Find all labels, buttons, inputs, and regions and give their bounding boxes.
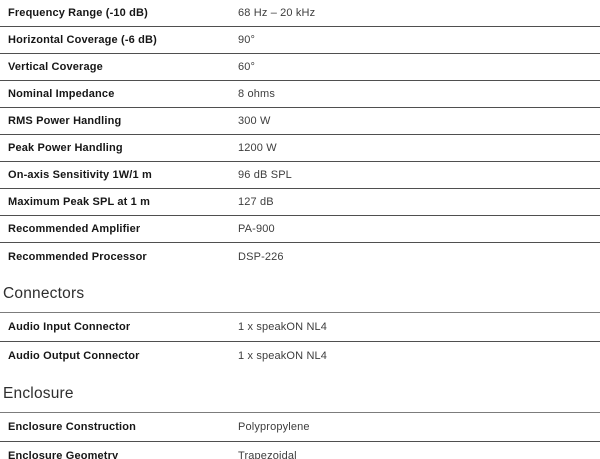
enclosure-table: Enclosure Construction Polypropylene Enc… — [0, 413, 600, 459]
spec-label: RMS Power Handling — [8, 115, 122, 127]
spec-label: Vertical Coverage — [8, 61, 103, 73]
main-spec-table: Frequency Range (-10 dB) 68 Hz – 20 kHz … — [0, 0, 600, 270]
table-row: Recommended Processor DSP-226 — [0, 243, 600, 270]
spec-label: Frequency Range (-10 dB) — [8, 7, 148, 19]
table-row: Vertical Coverage 60° — [0, 54, 600, 81]
spec-value: 300 W — [238, 115, 271, 127]
spec-value: 90° — [238, 34, 256, 46]
spec-label: Maximum Peak SPL at 1 m — [8, 196, 151, 208]
spec-value: PA-900 — [238, 223, 275, 235]
table-row: Recommended Amplifier PA-900 — [0, 216, 600, 243]
section-heading-connectors: Connectors — [0, 284, 600, 313]
spec-label: On-axis Sensitivity 1W/1 m — [8, 169, 152, 181]
table-row: Enclosure Geometry Trapezoidal — [0, 442, 600, 459]
spec-value: 127 dB — [238, 196, 274, 208]
spec-label: Enclosure Geometry — [8, 449, 119, 459]
table-row: Peak Power Handling 1200 W — [0, 135, 600, 162]
table-row: Frequency Range (-10 dB) 68 Hz – 20 kHz — [0, 0, 600, 27]
spec-value: 60° — [238, 61, 256, 73]
spec-label: Horizontal Coverage (-6 dB) — [8, 34, 157, 46]
spec-label: Audio Output Connector — [8, 349, 140, 362]
table-row: Nominal Impedance 8 ohms — [0, 81, 600, 108]
table-row: Horizontal Coverage (-6 dB) 90° — [0, 27, 600, 54]
section-heading-enclosure: Enclosure — [0, 384, 600, 413]
spec-label: Peak Power Handling — [8, 142, 123, 154]
spec-label: Recommended Amplifier — [8, 223, 141, 235]
spec-value: 1 x speakON NL4 — [238, 349, 328, 362]
spec-value: Polypropylene — [238, 420, 310, 433]
table-row: Maximum Peak SPL at 1 m 127 dB — [0, 189, 600, 216]
table-row: Audio Input Connector 1 x speakON NL4 — [0, 313, 600, 342]
table-row: RMS Power Handling 300 W — [0, 108, 600, 135]
section-connectors: Connectors Audio Input Connector 1 x spe… — [0, 284, 600, 370]
spec-value: Trapezoidal — [238, 449, 297, 459]
spec-value: 8 ohms — [238, 88, 275, 100]
spec-value: 1200 W — [238, 142, 277, 154]
spec-label: Nominal Impedance — [8, 88, 115, 100]
spec-label: Enclosure Construction — [8, 420, 136, 433]
table-row: Enclosure Construction Polypropylene — [0, 413, 600, 442]
section-enclosure: Enclosure Enclosure Construction Polypro… — [0, 384, 600, 459]
spec-label: Recommended Processor — [8, 250, 147, 263]
connectors-table: Audio Input Connector 1 x speakON NL4 Au… — [0, 313, 600, 370]
spec-label: Audio Input Connector — [8, 320, 131, 333]
table-row: Audio Output Connector 1 x speakON NL4 — [0, 342, 600, 371]
table-row: On-axis Sensitivity 1W/1 m 96 dB SPL — [0, 162, 600, 189]
spec-value: 96 dB SPL — [238, 169, 292, 181]
spec-value: 68 Hz – 20 kHz — [238, 7, 316, 19]
spec-value: 1 x speakON NL4 — [238, 320, 328, 333]
spec-value: DSP-226 — [238, 250, 284, 263]
